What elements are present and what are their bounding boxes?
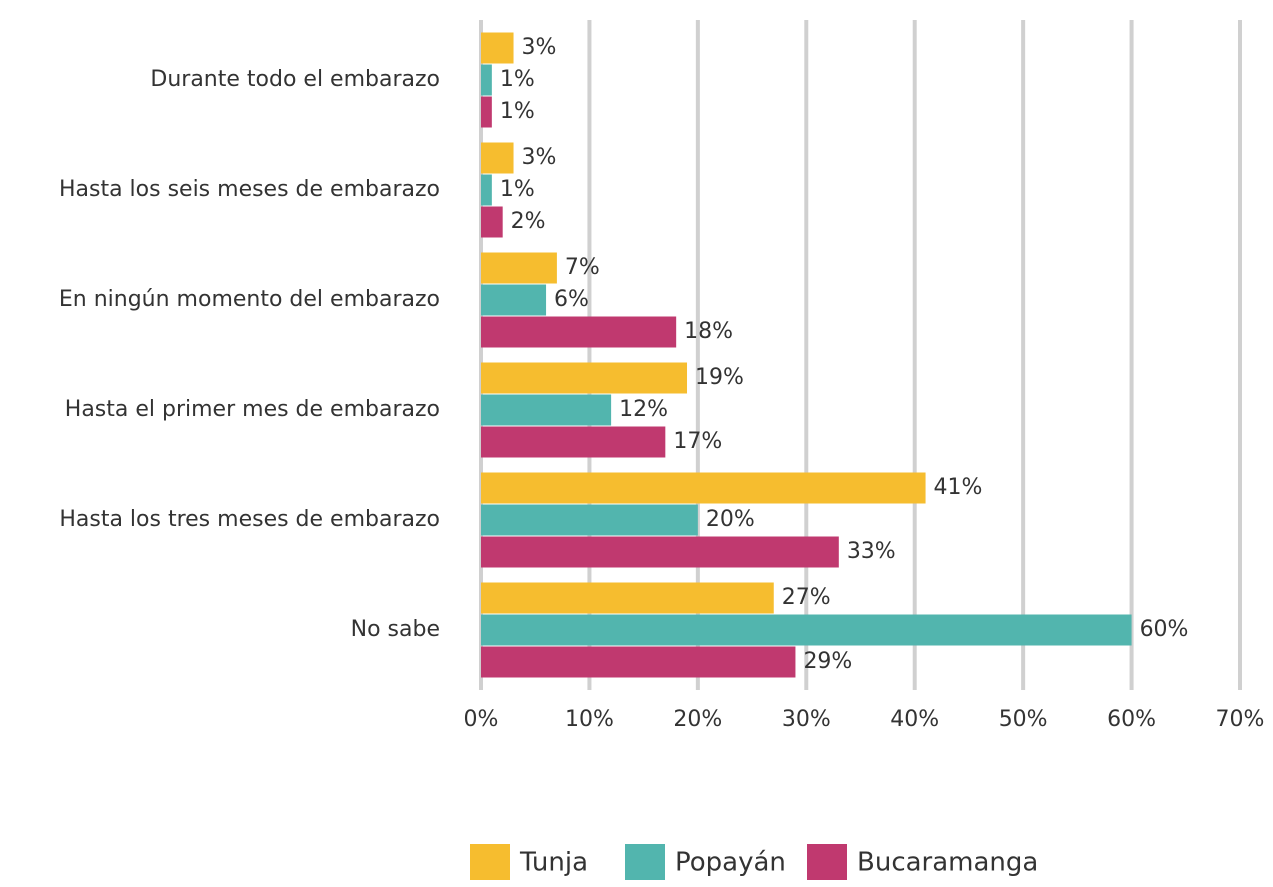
bar	[481, 536, 839, 568]
bar	[481, 316, 677, 348]
y-tick-label: Durante todo el embarazo	[150, 67, 440, 92]
x-tick-label: 30%	[782, 707, 831, 732]
bar	[481, 96, 492, 128]
bar	[481, 174, 492, 206]
y-tick-label: Hasta los tres meses de embarazo	[59, 507, 440, 532]
legend-swatch	[807, 844, 847, 880]
x-tick-label: 10%	[565, 707, 614, 732]
bar	[481, 64, 492, 96]
data-label: 18%	[684, 319, 733, 344]
data-label: 20%	[706, 507, 755, 532]
data-label: 60%	[1140, 617, 1189, 642]
bar	[481, 504, 698, 536]
x-tick-label: 70%	[1216, 707, 1265, 732]
bar	[481, 32, 514, 64]
x-tick-label: 20%	[673, 707, 722, 732]
data-label: 7%	[565, 255, 600, 280]
data-label: 6%	[554, 287, 589, 312]
data-label: 1%	[500, 177, 535, 202]
bar	[481, 362, 688, 394]
y-tick-label: Hasta el primer mes de embarazo	[65, 397, 440, 422]
bar	[481, 142, 514, 174]
data-label: 1%	[500, 99, 535, 124]
data-label: 19%	[695, 365, 744, 390]
x-tick-label: 60%	[1107, 707, 1156, 732]
bar	[481, 646, 796, 678]
bar	[481, 252, 557, 284]
legend-swatch	[470, 844, 510, 880]
data-label: 2%	[511, 209, 546, 234]
x-tick-label: 40%	[890, 707, 939, 732]
legend-label: Popayán	[675, 848, 786, 878]
bar	[481, 426, 666, 458]
data-label: 17%	[673, 429, 722, 454]
legend-swatch	[625, 844, 665, 880]
legend-label: Tunja	[519, 848, 588, 878]
legend-label: Bucaramanga	[857, 848, 1038, 878]
y-tick-label: En ningún momento del embarazo	[59, 287, 440, 312]
data-label: 41%	[934, 475, 983, 500]
data-label: 1%	[500, 67, 535, 92]
bar	[481, 472, 926, 504]
data-label: 29%	[803, 649, 852, 674]
data-label: 27%	[782, 585, 831, 610]
data-label: 3%	[522, 35, 557, 60]
bar	[481, 206, 503, 238]
data-label: 3%	[522, 145, 557, 170]
data-label: 12%	[619, 397, 668, 422]
y-tick-label: No sabe	[351, 617, 440, 642]
bar	[481, 582, 774, 614]
bar	[481, 394, 612, 426]
x-tick-label: 0%	[464, 707, 499, 732]
bar	[481, 614, 1132, 646]
bar	[481, 284, 547, 316]
x-tick-label: 50%	[999, 707, 1048, 732]
y-tick-label: Hasta los seis meses de embarazo	[59, 177, 440, 202]
data-label: 33%	[847, 539, 896, 564]
